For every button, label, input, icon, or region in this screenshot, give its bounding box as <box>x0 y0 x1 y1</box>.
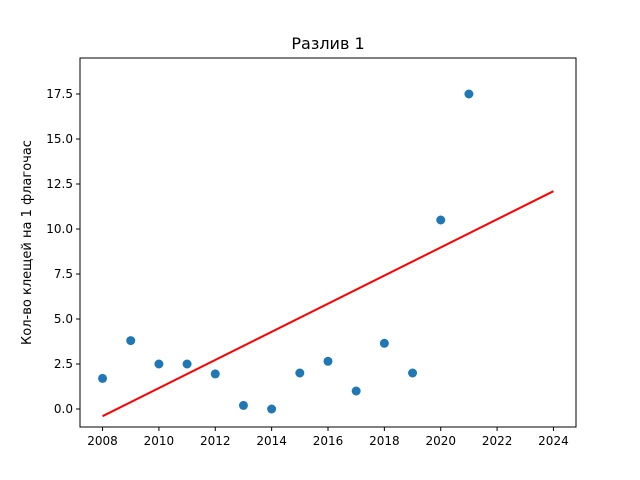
x-axis-ticks: 2008 2010 2012 2014 2016 2018 2020 2022 2024 <box>87 427 569 448</box>
scatter-point <box>210 369 220 379</box>
scatter-point <box>436 215 446 225</box>
scatter-point <box>154 359 164 369</box>
y-tick-label: 5.0 <box>54 312 73 326</box>
scatter-point <box>323 356 333 366</box>
scatter-point <box>295 368 305 378</box>
y-axis-label: Кол-во клещей на 1 флагочас <box>20 140 35 345</box>
scatter-point <box>182 359 192 369</box>
chart-title: Разлив 1 <box>291 34 364 53</box>
x-tick-label: 2022 <box>482 434 513 448</box>
y-tick-label: 17.5 <box>46 87 73 101</box>
x-tick-label: 2010 <box>144 434 175 448</box>
scatter-point <box>126 336 136 346</box>
x-tick-label: 2020 <box>425 434 456 448</box>
plot-content <box>98 89 554 418</box>
scatter-point <box>267 404 277 414</box>
y-tick-label: 10.0 <box>46 222 73 236</box>
y-tick-label: 15.0 <box>46 132 73 146</box>
scatter-point <box>98 373 108 383</box>
x-tick-label: 2016 <box>313 434 344 448</box>
x-tick-label: 2008 <box>87 434 118 448</box>
x-tick-label: 2012 <box>200 434 231 448</box>
plot-frame <box>79 57 577 428</box>
scatter-point <box>408 368 418 378</box>
scatter-point <box>464 89 474 99</box>
x-tick-label: 2024 <box>538 434 569 448</box>
scatter-point <box>351 386 361 396</box>
x-tick-label: 2014 <box>256 434 287 448</box>
y-tick-label: 2.5 <box>54 357 73 371</box>
trend-line <box>102 190 554 418</box>
y-tick-label: 7.5 <box>54 267 73 281</box>
scatter-point <box>379 338 389 348</box>
y-axis-ticks: 0.0 2.5 5.0 7.5 10.0 12.5 15.0 17.5 <box>46 87 80 416</box>
x-tick-label: 2018 <box>369 434 400 448</box>
scatter-point <box>238 400 248 410</box>
y-tick-label: 12.5 <box>46 177 73 191</box>
y-tick-label: 0.0 <box>54 402 73 416</box>
